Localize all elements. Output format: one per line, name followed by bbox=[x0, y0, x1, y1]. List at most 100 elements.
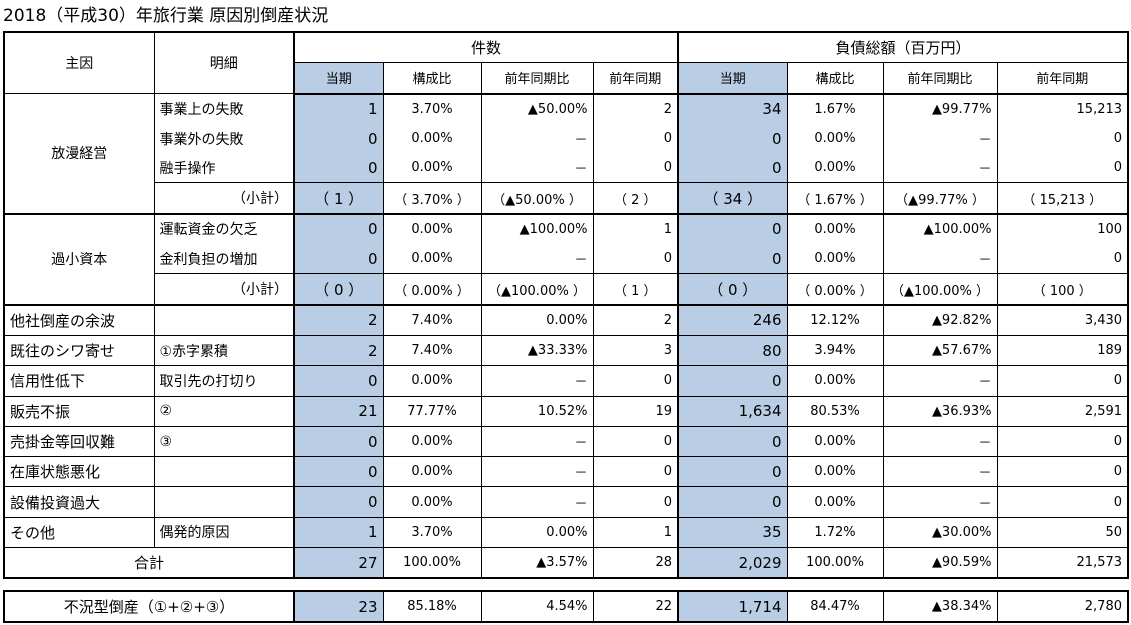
value-cell: 0 bbox=[293, 213, 383, 245]
value-cell: ▲30.00% bbox=[882, 517, 998, 549]
value-cell: 0.00% bbox=[382, 426, 481, 458]
value-cell: － bbox=[480, 456, 593, 488]
value-cell: （ 15,213 ） bbox=[996, 182, 1130, 215]
value-cell: （▲100.00% ） bbox=[480, 273, 593, 306]
group-label: 過小資本 bbox=[3, 213, 155, 306]
cause-cell: 販売不振 bbox=[3, 396, 155, 427]
detail-cell: ③ bbox=[154, 426, 294, 458]
value-cell: 0.00% bbox=[786, 365, 884, 397]
value-cell: 3.70% bbox=[382, 93, 481, 124]
detail-cell: 金利負担の増加 bbox=[159, 251, 258, 268]
value-cell: 22 bbox=[592, 589, 678, 624]
value-cell: 2 bbox=[592, 304, 679, 336]
cause-cell: 既往のシワ寄せ bbox=[3, 335, 155, 367]
value-cell: 3.94% bbox=[786, 335, 884, 367]
value-cell: 85.18% bbox=[382, 589, 481, 624]
value-cell: 0 bbox=[592, 123, 679, 154]
value-cell: （ 0.00% ） bbox=[786, 273, 884, 306]
value-cell: 0 bbox=[293, 244, 383, 274]
detail-cell: 事業外の失敗 bbox=[159, 131, 244, 148]
value-cell: － bbox=[480, 426, 593, 458]
detail-cell: 取引先の打切り bbox=[154, 365, 294, 397]
header-debt-group: 負債総額（百万円） bbox=[677, 31, 1130, 64]
value-cell: 1.72% bbox=[786, 517, 884, 549]
value-cell: ▲33.33% bbox=[480, 335, 593, 367]
value-cell: － bbox=[882, 486, 998, 518]
value-cell: 0.00% bbox=[786, 213, 884, 245]
value-cell: 0.00% bbox=[382, 123, 481, 154]
total-label: 合計 bbox=[3, 547, 294, 580]
value-cell: 0.00% bbox=[786, 153, 884, 183]
value-cell: 1 bbox=[592, 213, 679, 245]
value-cell: 19 bbox=[592, 396, 679, 427]
value-cell: 0.00% bbox=[382, 153, 481, 183]
subtotal-label: （小計） bbox=[154, 273, 294, 306]
value-cell: 0 bbox=[677, 213, 788, 245]
value-cell: （ 0 ） bbox=[677, 273, 788, 306]
value-cell: （ 34 ） bbox=[677, 182, 788, 215]
value-cell: 2,780 bbox=[996, 589, 1129, 624]
header-sub: 構成比 bbox=[382, 62, 481, 95]
value-cell: 0 bbox=[996, 244, 1130, 274]
value-cell: － bbox=[480, 123, 593, 154]
subtotal-label: （小計） bbox=[154, 182, 294, 215]
value-cell: 2 bbox=[293, 335, 383, 367]
value-cell: 0.00% bbox=[382, 365, 481, 397]
value-cell: 246 bbox=[677, 304, 788, 336]
value-cell: － bbox=[882, 244, 998, 274]
value-cell: 0 bbox=[293, 486, 383, 518]
value-cell: 0.00% bbox=[480, 517, 593, 549]
value-cell: 0.00% bbox=[786, 123, 884, 154]
value-cell: 0 bbox=[677, 486, 788, 518]
value-cell: 10.52% bbox=[480, 396, 593, 427]
value-cell: 189 bbox=[996, 335, 1130, 367]
value-cell: 2 bbox=[592, 93, 679, 124]
detail-cell: ② bbox=[154, 396, 294, 427]
value-cell: （▲100.00% ） bbox=[882, 273, 998, 306]
value-cell: 2,029 bbox=[677, 547, 788, 580]
value-cell: 0 bbox=[677, 456, 788, 488]
value-cell: － bbox=[480, 486, 593, 518]
value-cell: 0 bbox=[996, 365, 1130, 397]
value-cell: 100 bbox=[996, 213, 1130, 245]
recession-label: 不況型倒産（①+②+③） bbox=[3, 589, 294, 624]
value-cell: 0.00% bbox=[786, 456, 884, 488]
cause-cell: 在庫状態悪化 bbox=[3, 456, 155, 488]
group-label: 放漫経営 bbox=[3, 93, 155, 215]
value-cell: 3.70% bbox=[382, 517, 481, 549]
value-cell: 1 bbox=[293, 517, 383, 549]
detail-cell bbox=[154, 304, 294, 336]
value-cell: 100.00% bbox=[382, 547, 481, 580]
value-cell: 1,634 bbox=[677, 396, 788, 427]
value-cell: 100.00% bbox=[786, 547, 884, 580]
value-cell: 0 bbox=[677, 244, 788, 274]
value-cell: 0.00% bbox=[786, 426, 884, 458]
value-cell: 3,430 bbox=[996, 304, 1130, 336]
recession-table: 不況型倒産（①+②+③） 23 85.18% 4.54% 22 1,714 84.47% ▲3… bbox=[3, 589, 1129, 624]
value-cell: 2,591 bbox=[996, 396, 1130, 427]
value-cell: 0 bbox=[677, 123, 788, 154]
value-cell: 0 bbox=[677, 426, 788, 458]
value-cell: ▲38.34% bbox=[882, 589, 997, 624]
value-cell: 84.47% bbox=[786, 589, 883, 624]
detail-cell: ①赤字累積 bbox=[154, 335, 294, 367]
value-cell: 21,573 bbox=[996, 547, 1130, 580]
value-cell: 0 bbox=[996, 456, 1130, 488]
bankruptcy-table: 主因 明細 件数 負債総額（百万円） 当期 構成比 前年同期比 前年同期 当期 構成比 前年… bbox=[3, 31, 1130, 580]
value-cell: ▲90.59% bbox=[882, 547, 998, 580]
value-cell: 0 bbox=[592, 486, 679, 518]
value-cell: 1,714 bbox=[677, 589, 787, 624]
value-cell: － bbox=[882, 123, 998, 154]
value-cell: ▲99.77% bbox=[882, 93, 998, 124]
value-cell: ▲57.67% bbox=[882, 335, 998, 367]
value-cell: ▲36.93% bbox=[882, 396, 998, 427]
value-cell: ▲100.00% bbox=[480, 213, 593, 245]
value-cell: 0.00% bbox=[382, 244, 481, 274]
value-cell: 2 bbox=[293, 304, 383, 336]
value-cell: 0 bbox=[293, 365, 383, 397]
header-sub: 前年同期比 bbox=[480, 62, 593, 95]
value-cell: 0.00% bbox=[382, 456, 481, 488]
value-cell: 0 bbox=[996, 426, 1130, 458]
value-cell: ▲3.57% bbox=[480, 547, 593, 580]
value-cell: 80 bbox=[677, 335, 788, 367]
